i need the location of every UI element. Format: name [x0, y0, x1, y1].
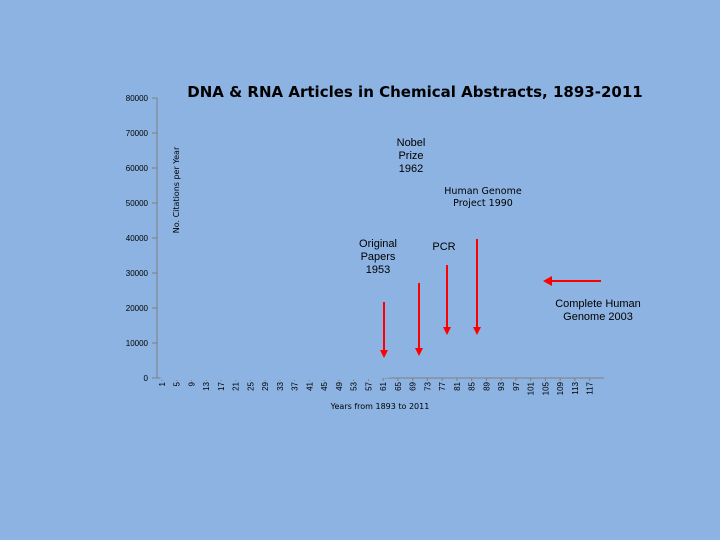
x-tick-label: 93	[497, 381, 506, 390]
annotation-label: Nobel	[397, 137, 426, 149]
x-tick-label: 85	[468, 381, 477, 390]
x-tick-label: 69	[409, 381, 418, 390]
y-tick-label: 10000	[126, 339, 149, 348]
data-point	[462, 343, 466, 347]
annotation-label: Original	[359, 238, 397, 250]
data-point	[433, 356, 437, 360]
x-tick-label: 9	[187, 381, 196, 386]
data-point	[470, 339, 474, 343]
y-tick-label: 70000	[126, 129, 149, 138]
x-tick-label: 5	[173, 381, 182, 386]
annotation-label: Genome 2003	[563, 311, 633, 323]
arrow-head	[473, 327, 481, 335]
data-point	[580, 138, 584, 142]
data-point	[341, 376, 345, 380]
x-tick-label: 25	[246, 381, 255, 390]
data-point	[573, 152, 577, 156]
data-point	[455, 345, 459, 349]
data-point	[381, 374, 385, 378]
data-point	[588, 126, 592, 130]
x-tick-label: 89	[482, 381, 491, 390]
y-tick-label: 0	[144, 374, 149, 383]
x-tick-label: 21	[232, 381, 241, 390]
y-tick-label: 60000	[126, 164, 149, 173]
annotation-label: Project 1990	[453, 198, 513, 209]
data-point	[551, 224, 555, 228]
y-tick-label: 50000	[126, 199, 149, 208]
x-tick-label: 37	[291, 381, 300, 390]
x-tick-label: 41	[305, 381, 314, 390]
annotation-label: 1962	[399, 163, 423, 175]
y-tick-label: 20000	[126, 304, 149, 313]
x-tick-label: 53	[350, 381, 359, 390]
x-tick-label: 109	[556, 381, 565, 395]
x-tick-label: 1	[158, 381, 167, 386]
data-point	[499, 316, 503, 321]
data-point	[521, 271, 525, 275]
x-tick-label: 57	[364, 381, 373, 390]
x-tick-label: 81	[453, 381, 462, 390]
x-tick-label: 117	[586, 381, 595, 394]
arrow-head	[380, 350, 388, 358]
data-point	[492, 327, 496, 331]
data-point	[418, 363, 422, 367]
x-tick-label: 33	[276, 381, 285, 390]
x-tick-label: 77	[438, 381, 447, 390]
data-point	[396, 372, 400, 377]
data-point	[536, 245, 540, 249]
data-point	[411, 367, 415, 371]
annotation-label: PCR	[432, 241, 455, 253]
data-point	[403, 371, 407, 375]
x-tick-label: 17	[217, 381, 226, 390]
data-point	[595, 124, 599, 128]
plot-area: 0 10000 20000 30000 40000 50000 60000 70000 8000…	[126, 94, 641, 395]
x-tick-label: 101	[527, 381, 536, 395]
annotation-label: Papers	[361, 251, 396, 263]
x-tick-label: 45	[320, 381, 329, 390]
data-point	[370, 375, 374, 379]
arrow-head	[415, 348, 423, 356]
arrow-head	[443, 327, 451, 335]
data-point	[477, 336, 481, 340]
data-point	[440, 351, 444, 356]
data-point	[447, 348, 452, 352]
data-point	[388, 373, 393, 378]
x-tick-label: 13	[202, 381, 211, 390]
annotation-label: Human Genome	[444, 186, 522, 197]
y-tick-label: 80000	[126, 94, 149, 103]
y-tick-label: 40000	[126, 234, 149, 243]
y-axis-label: No. Citations per Year	[172, 146, 181, 233]
x-tick-label: 49	[335, 381, 344, 390]
x-axis-label: Years from 1893 to 2011	[330, 402, 430, 411]
x-tick-label: 113	[571, 381, 580, 394]
data-point	[230, 376, 234, 380]
series-line	[162, 124, 598, 380]
data-point	[543, 236, 547, 240]
data-point	[425, 358, 430, 363]
data-point	[506, 306, 511, 310]
data-point	[558, 211, 562, 216]
annotation-label: 1953	[366, 264, 390, 276]
x-tick-label: 61	[379, 381, 388, 390]
data-point	[304, 376, 308, 380]
data-point	[359, 375, 363, 380]
data-point	[514, 287, 518, 291]
x-tick-label: 65	[394, 381, 403, 390]
x-tick-label: 105	[541, 381, 550, 395]
x-tick-label: 29	[261, 381, 270, 390]
data-point	[529, 257, 533, 261]
y-tick-label: 30000	[126, 269, 149, 278]
data-point	[565, 180, 570, 184]
chart-title: DNA & RNA Articles in Chemical Abstracts…	[187, 83, 642, 101]
data-point	[484, 334, 489, 338]
x-tick-label: 73	[423, 381, 432, 390]
annotation-label: Complete Human	[555, 298, 641, 310]
arrow-head	[543, 276, 552, 286]
annotation-label: Prize	[398, 150, 423, 162]
data-point	[160, 376, 164, 380]
x-tick-label: 97	[512, 381, 521, 390]
